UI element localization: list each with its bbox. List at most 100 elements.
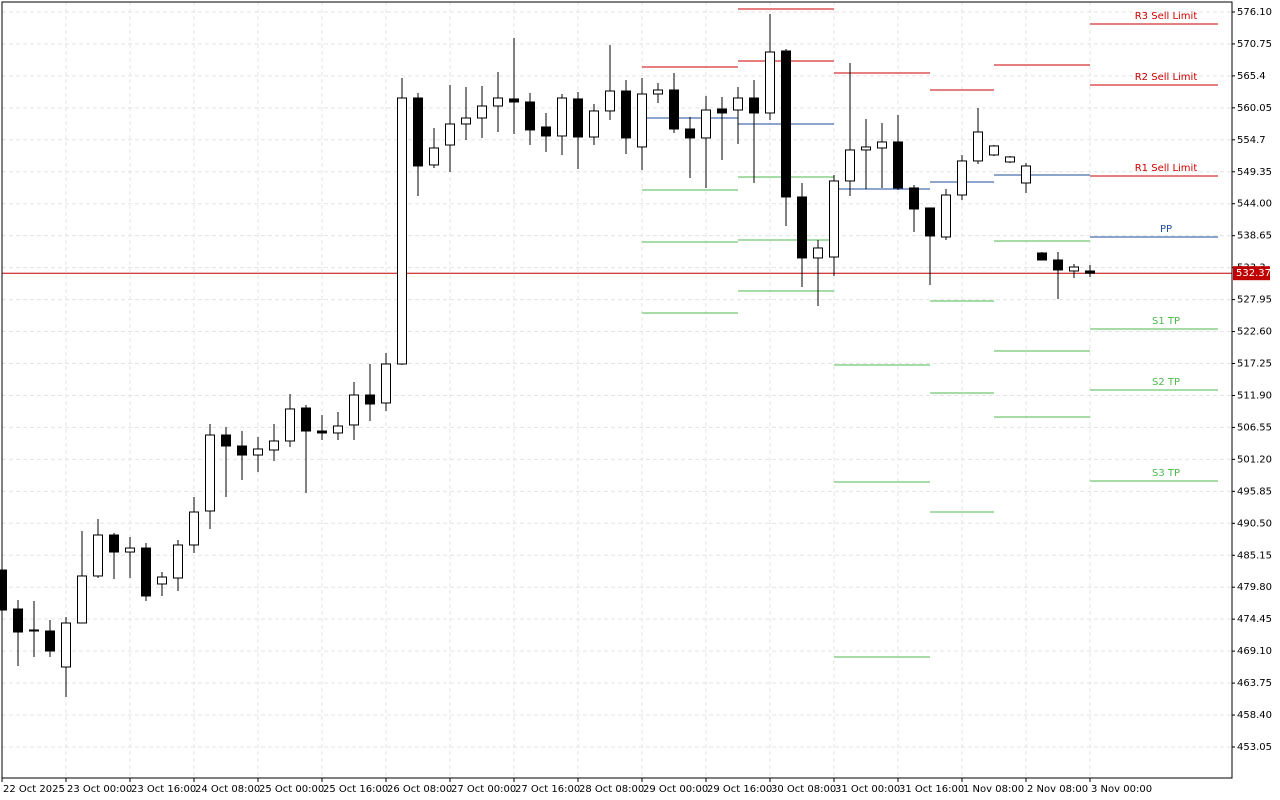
candle-body: [477, 105, 487, 119]
y-tick-label: 463.75: [1237, 678, 1272, 689]
candle-body: [733, 97, 743, 111]
y-tick-label: 522.60: [1237, 327, 1272, 338]
y-tick-label: 495.85: [1237, 486, 1272, 497]
candle-body: [813, 247, 823, 259]
candle-body: [973, 131, 983, 162]
candle-body: [205, 434, 215, 512]
resistance-line-label: R3 Sell Limit: [1135, 11, 1198, 22]
candle-body: [109, 534, 119, 553]
y-tick-label: 501.20: [1237, 454, 1272, 465]
y-tick-label: 458.40: [1237, 710, 1272, 721]
candle-body: [765, 51, 775, 114]
candle-body: [45, 630, 55, 652]
support-line-label: S3 TP: [1152, 468, 1180, 479]
candle-body: [333, 425, 343, 434]
candle-body: [701, 109, 711, 139]
x-tick-label: 27 Oct 00:00: [451, 784, 516, 795]
x-tick-label: 24 Oct 08:00: [195, 784, 260, 795]
candle-body: [877, 141, 887, 149]
candle-body: [221, 434, 231, 447]
candle-body: [61, 622, 71, 668]
y-tick-label: 453.05: [1237, 742, 1272, 753]
candle-body: [621, 90, 631, 139]
candle-body: [397, 97, 407, 365]
x-tick-label: 2 Nov 08:00: [1027, 784, 1088, 795]
y-tick-label: 527.95: [1237, 295, 1272, 306]
candle-body: [845, 149, 855, 182]
candle-body: [909, 187, 919, 210]
support-line-label: S1 TP: [1152, 316, 1180, 327]
current-price-label: 532.37: [1236, 268, 1271, 279]
candle-body: [1005, 156, 1015, 163]
candle-body: [893, 141, 903, 189]
y-tick-label: 490.50: [1237, 518, 1272, 529]
x-tick-label: 30 Oct 08:00: [771, 784, 836, 795]
candle-body: [381, 363, 391, 404]
candle-body: [493, 97, 503, 107]
candle-body: [573, 98, 583, 138]
candle-body: [365, 394, 375, 405]
x-tick-label: 28 Oct 08:00: [579, 784, 644, 795]
candle-body: [269, 440, 279, 451]
x-tick-label: 22 Oct 2025: [3, 784, 65, 795]
x-tick-label: 29 Oct 00:00: [643, 784, 708, 795]
candle-body: [13, 608, 23, 633]
y-tick-label: 469.10: [1237, 646, 1272, 657]
y-tick-label: 544.00: [1237, 199, 1272, 210]
candle-body: [797, 196, 807, 259]
x-tick-label: 31 Oct 16:00: [899, 784, 964, 795]
y-tick-label: 474.45: [1237, 614, 1272, 625]
candle-body: [237, 445, 247, 456]
candle-body: [509, 98, 519, 103]
candle-body: [125, 547, 135, 553]
y-tick-label: 538.65: [1237, 231, 1272, 242]
candle-body: [445, 123, 455, 146]
candle-body: [1021, 165, 1031, 184]
candle-body: [781, 50, 791, 198]
support-line-label: S2 TP: [1152, 377, 1180, 388]
y-tick-label: 554.7: [1237, 135, 1266, 146]
candle-body: [1053, 259, 1063, 271]
y-tick-label: 565.4: [1237, 71, 1266, 82]
x-tick-label: 25 Oct 00:00: [259, 784, 324, 795]
candle-body: [189, 511, 199, 546]
resistance-line-label: R1 Sell Limit: [1135, 163, 1198, 174]
candle-body: [0, 569, 7, 611]
candle-body: [557, 97, 567, 137]
candle-body: [317, 430, 327, 434]
candle-body: [77, 575, 87, 624]
x-tick-label: 26 Oct 08:00: [387, 784, 452, 795]
y-tick-label: 560.05: [1237, 103, 1272, 114]
candle-body: [285, 408, 295, 442]
candle-body: [605, 90, 615, 112]
candle-body: [1085, 270, 1095, 274]
resistance-line-label: R2 Sell Limit: [1135, 72, 1198, 83]
candle-body: [589, 110, 599, 138]
candle-body: [349, 394, 359, 426]
x-tick-label: 29 Oct 16:00: [707, 784, 772, 795]
candle-body: [1069, 266, 1079, 272]
y-tick-label: 576.10: [1237, 7, 1272, 18]
candle-body: [717, 108, 727, 114]
candle-body: [957, 160, 967, 196]
candle-body: [429, 147, 439, 166]
y-tick-label: 517.25: [1237, 359, 1272, 370]
candle-body: [637, 93, 647, 148]
x-tick-label: 27 Oct 16:00: [515, 784, 580, 795]
candle-body: [829, 180, 839, 258]
candle-body: [669, 89, 679, 130]
candle-body: [989, 145, 999, 156]
candle-body: [157, 576, 167, 585]
candle-body: [253, 448, 263, 456]
y-tick-label: 511.90: [1237, 390, 1272, 401]
candle-body: [93, 534, 103, 577]
candle-body: [525, 101, 535, 131]
candle-body: [141, 547, 151, 597]
x-tick-label: 3 Nov 00:00: [1091, 784, 1152, 795]
candle-body: [653, 89, 663, 95]
y-tick-label: 506.55: [1237, 422, 1272, 433]
candle-body: [749, 97, 759, 114]
x-tick-label: 23 Oct 16:00: [131, 784, 196, 795]
y-tick-label: 479.80: [1237, 582, 1272, 593]
